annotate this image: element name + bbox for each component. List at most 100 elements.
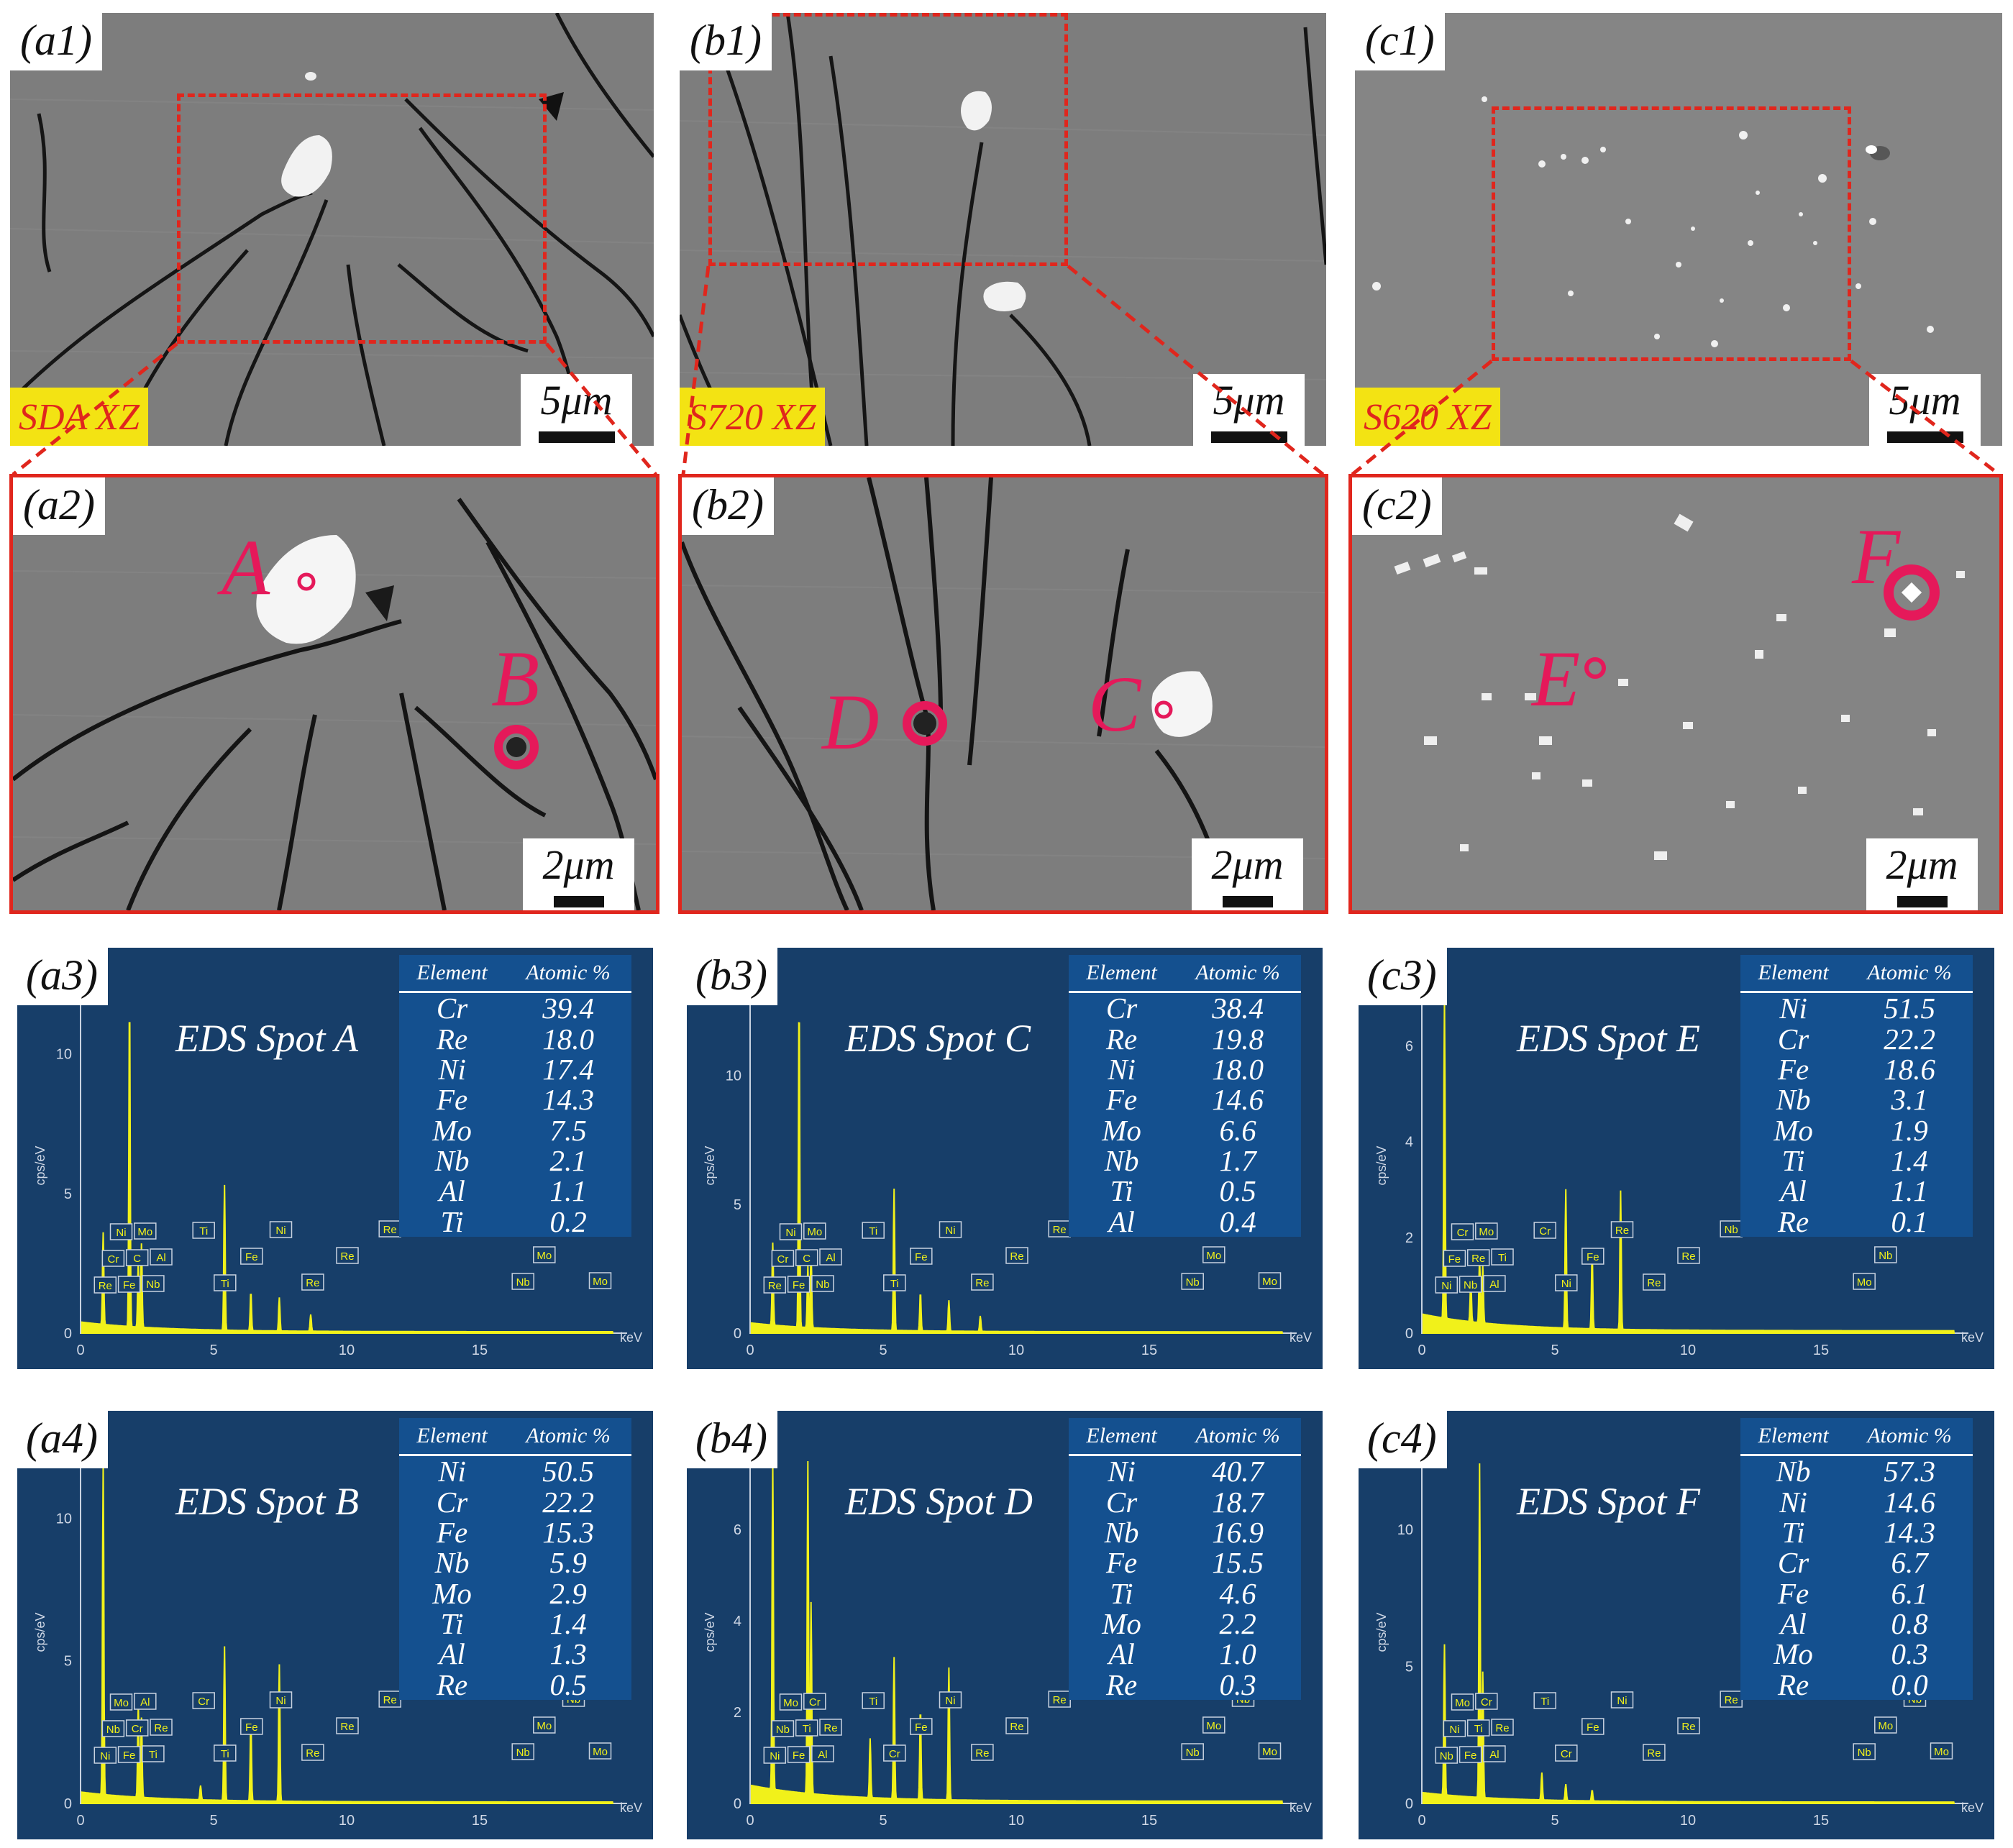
- peak-tag: Fe: [1443, 1250, 1466, 1267]
- peak-tag: Re: [763, 1276, 787, 1294]
- spot-marker-A: [297, 572, 316, 591]
- element-cell: Nb: [1776, 1455, 1811, 1488]
- atomic-percent-cell: 1.3: [549, 1637, 587, 1671]
- panel-label-a1: (a1): [10, 13, 102, 70]
- svg-text:Mo: Mo: [1857, 1276, 1872, 1289]
- spot-marker-C: [1154, 700, 1173, 719]
- svg-text:Mo: Mo: [114, 1697, 129, 1709]
- spot-markers-a2: [297, 572, 539, 769]
- sample-label-a1: SDA XZ: [10, 388, 149, 446]
- svg-text:Re: Re: [1010, 1721, 1023, 1733]
- peak-tag: Re: [1466, 1249, 1490, 1266]
- peak-tag: Fe: [787, 1746, 811, 1763]
- atomic-percent-cell: 0.5: [1219, 1174, 1256, 1208]
- spot-marker-B: [494, 725, 539, 769]
- panel-label-a4: (a4): [17, 1411, 108, 1468]
- atomic-percent-cell: 50.5: [542, 1455, 594, 1488]
- y-tick-label: 0: [734, 1326, 741, 1342]
- svg-text:Nb: Nb: [516, 1276, 530, 1289]
- peak-tag: Re: [1005, 1717, 1028, 1734]
- svg-text:Cr: Cr: [107, 1253, 119, 1266]
- table-row: Ni 17.4: [399, 1054, 631, 1084]
- sem-panel-b2: (b2) D C 2μm: [678, 474, 1328, 914]
- peak-tag: Re: [93, 1276, 117, 1294]
- svg-text:Nb: Nb: [146, 1278, 160, 1291]
- table-row: Mo 2.2: [1069, 1609, 1301, 1639]
- svg-text:Fe: Fe: [793, 1279, 805, 1291]
- table-row: Cr 22.2: [399, 1486, 631, 1517]
- element-cell: Fe: [436, 1515, 468, 1549]
- atomic-percent-cell: 1.9: [1891, 1113, 1928, 1147]
- svg-text:Re: Re: [768, 1280, 782, 1292]
- svg-text:Ni: Ni: [116, 1227, 126, 1239]
- table-header-cell: Element: [1740, 1418, 1847, 1456]
- peak-tag: Nb: [1874, 1246, 1897, 1263]
- scale-bar-b1: 5μm: [1193, 374, 1305, 446]
- y-tick-label: 6: [1405, 1039, 1413, 1055]
- zoom-region-a1: [177, 93, 547, 344]
- atomic-percent-cell: 1.0: [1219, 1637, 1256, 1671]
- peak-tag: Re: [336, 1717, 359, 1734]
- eds-title-c4: EDS Spot F: [1517, 1480, 1700, 1523]
- y-axis-label: cps/eV: [33, 1612, 47, 1652]
- table-header-cell: Element: [1069, 1418, 1175, 1456]
- table-row: Ti 4.6: [1069, 1578, 1301, 1609]
- svg-text:Mo: Mo: [1934, 1746, 1949, 1758]
- peak-tag: Fe: [240, 1248, 263, 1265]
- composition-table-b3: Element Atomic % Cr 38.4 Re 19.8 Ni 18.0 Fe 14.6 M…: [1069, 955, 1301, 1237]
- peak-tag: Cr: [803, 1693, 826, 1710]
- svg-text:Re: Re: [1615, 1225, 1629, 1237]
- peak-tag: Ni: [269, 1691, 293, 1709]
- element-cell: Nb: [1104, 1515, 1139, 1549]
- element-cell: Nb: [434, 1144, 470, 1178]
- svg-text:Nb: Nb: [816, 1278, 829, 1291]
- table-header-cell: Atomic %: [505, 1418, 631, 1456]
- element-cell: Mo: [1102, 1607, 1141, 1641]
- eds-panel-a4: 0 5 10 0 5 10 15 cps/eV keV Ni Nb Mo Fe Cr Al Ti Re Cr Ti F…: [17, 1411, 653, 1839]
- peak-tag: Mo: [1930, 1742, 1953, 1760]
- atomic-percent-cell: 22.2: [542, 1485, 594, 1519]
- peak-tag: Cr: [1555, 1744, 1578, 1762]
- element-cell: Re: [1777, 1204, 1809, 1238]
- svg-text:Nb: Nb: [1186, 1747, 1200, 1759]
- scale-bar-a2: 2μm: [523, 838, 634, 910]
- sem-image-c2: [1352, 477, 1999, 910]
- atomic-percent-cell: 38.4: [1212, 992, 1264, 1025]
- table-header-cell: Atomic %: [1846, 1418, 1973, 1456]
- sem-panel-a1: (a1) SDA XZ 5μm: [10, 13, 654, 446]
- svg-text:Re: Re: [1495, 1722, 1509, 1734]
- y-axis-label: cps/eV: [703, 1612, 717, 1652]
- element-cell: Ti: [1781, 1144, 1805, 1178]
- spot-marker-F: [1884, 564, 1940, 621]
- peak-tag: Mo: [588, 1272, 612, 1289]
- element-cell: Ni: [438, 1455, 466, 1488]
- atomic-percent-cell: 2.1: [549, 1144, 587, 1178]
- y-axis-label: cps/eV: [33, 1145, 47, 1185]
- table-row: Al 1.1: [399, 1176, 631, 1206]
- sem-panel-a2: (a2) A B 2μm: [9, 474, 659, 914]
- element-cell: Fe: [1777, 1576, 1809, 1610]
- peak-tag: Ni: [93, 1747, 117, 1764]
- element-cell: Fe: [1777, 1052, 1809, 1086]
- svg-text:C: C: [133, 1253, 141, 1265]
- svg-text:C: C: [803, 1253, 811, 1265]
- atomic-percent-cell: 1.1: [1891, 1174, 1928, 1208]
- table-row: Ni 18.0: [1069, 1054, 1301, 1084]
- table-row: Al 1.3: [399, 1639, 631, 1669]
- element-cell: Ti: [440, 1607, 464, 1641]
- table-row: Mo 6.6: [1069, 1115, 1301, 1145]
- svg-text:Cr: Cr: [889, 1748, 900, 1760]
- svg-text:Fe: Fe: [915, 1251, 928, 1263]
- peak-tag: Fe: [117, 1276, 141, 1293]
- svg-text:Re: Re: [823, 1722, 837, 1734]
- table-row: Fe 6.1: [1740, 1578, 1973, 1609]
- svg-text:Ti: Ti: [1540, 1696, 1549, 1708]
- x-tick-label: 15: [472, 1813, 488, 1829]
- table-row: Re 0.1: [1740, 1207, 1973, 1237]
- element-cell: Ni: [1779, 992, 1807, 1025]
- peak-tag: Re: [1720, 1691, 1743, 1708]
- x-axis-label: keV: [1961, 1801, 1984, 1815]
